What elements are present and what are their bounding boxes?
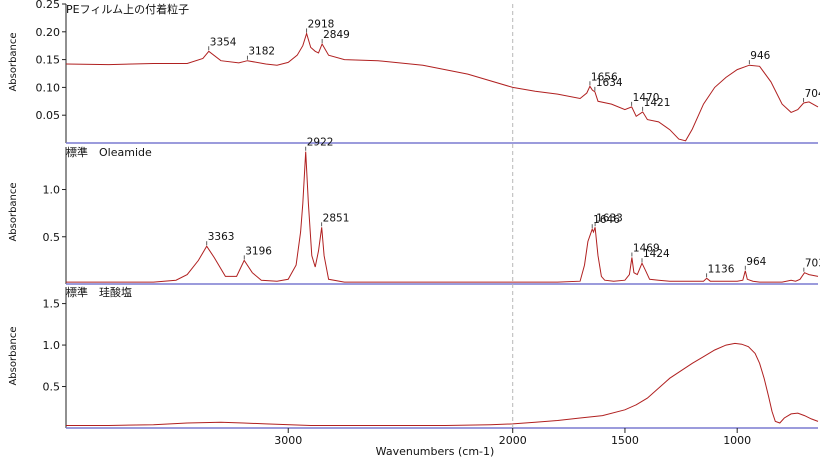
peak-label: 964 <box>746 256 766 268</box>
y-tick-label: 0.20 <box>36 26 61 39</box>
y-axis-label: Absorbance <box>8 182 19 241</box>
peak-label: 3182 <box>248 46 275 58</box>
y-tick-label: 0.05 <box>36 109 61 122</box>
panel-pe-film-particle: PEフィルム上の付着粒子 Absorbance 0.05 0.10 0.15 0.20… <box>8 0 820 144</box>
peak-label: 2849 <box>323 29 350 41</box>
y-tick-label: 0.10 <box>36 81 61 94</box>
x-tick-label: 2000 <box>499 434 527 447</box>
peak-label: 1656 <box>591 71 618 83</box>
peak-label: 1469 <box>633 243 660 255</box>
y-tick-label: 0.5 <box>43 231 61 244</box>
y-tick-label: 0.5 <box>43 381 61 394</box>
peak-label: 3354 <box>210 36 237 48</box>
peak-label: 704 <box>805 88 820 100</box>
peak-label: 1634 <box>596 77 623 89</box>
peak-label: 3196 <box>245 245 272 257</box>
peak-label: 3363 <box>208 231 235 243</box>
peak-label: 2922 <box>307 137 334 149</box>
peak-label: 1136 <box>708 263 735 275</box>
x-tick-label: 3000 <box>274 434 302 447</box>
x-tick-label: 1500 <box>611 434 639 447</box>
panel-title: 標準 珪酸塩 <box>66 285 132 299</box>
peak-label: 2918 <box>308 18 335 30</box>
x-axis-label: Wavenumbers (cm-1) <box>376 445 495 458</box>
peak-label: 1646 <box>593 214 620 226</box>
panel-title: PEフィルム上の付着粒子 <box>66 2 189 16</box>
peak-label: 2851 <box>323 212 350 224</box>
panel-silicate: 標準 珪酸塩 Absorbance 0.5 1.0 1.5 <box>8 285 819 429</box>
peak-label: 1421 <box>644 97 671 109</box>
panel-title: 標準 Oleamide <box>66 145 152 159</box>
x-tick-label: 1000 <box>723 434 751 447</box>
peak-label: 1633 <box>596 212 623 224</box>
peak-label: 946 <box>750 50 770 62</box>
x-axis: Wavenumbers (cm-1) 3000 2000 1500 1000 <box>274 428 751 458</box>
spectrum-line <box>66 151 819 283</box>
spectrum-line <box>65 31 819 142</box>
peak-label: 703 <box>805 258 820 270</box>
y-tick-label: 1.5 <box>43 298 61 311</box>
y-tick-label: 1.0 <box>43 339 61 352</box>
y-axis-label: Absorbance <box>8 326 19 385</box>
y-axis-label: Absorbance <box>8 32 19 91</box>
y-tick-label: 1.0 <box>43 184 61 197</box>
y-tick-label: 0.15 <box>36 54 61 67</box>
peak-label: 1424 <box>643 248 670 260</box>
spectrum-line <box>66 342 819 426</box>
y-tick-label: 0.25 <box>36 0 61 11</box>
peak-label: 1470 <box>633 92 660 104</box>
panel-oleamide: 標準 Oleamide Absorbance 0.5 1.0 3363 3196 292… <box>8 137 820 285</box>
